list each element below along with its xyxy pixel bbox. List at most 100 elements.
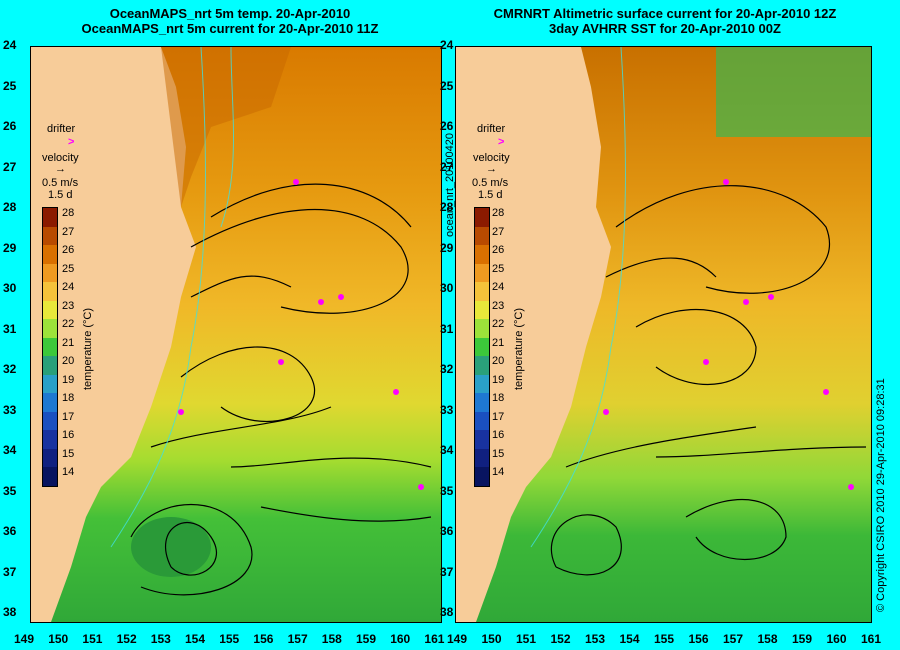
y-tick-label-right-panel: 24	[440, 38, 454, 52]
left-colorbar-swatch	[43, 245, 57, 264]
y-tick-label-right-panel: 25	[440, 78, 454, 93]
right-colorbar-swatch	[475, 319, 489, 338]
y-tick-label-right-panel: 26	[440, 119, 454, 133]
left-colorbar-swatch	[43, 263, 57, 283]
left-colorbar-swatch	[43, 208, 57, 227]
left-map	[30, 46, 442, 623]
right-colorbar-swatch	[475, 374, 489, 394]
left-colorbar-tick: 25	[62, 262, 75, 275]
y-tick-label-right-panel: 32	[440, 362, 454, 376]
left-velocity-arrow-icon: →	[55, 163, 66, 175]
left-colorbar-swatch	[43, 337, 57, 357]
right-land	[456, 47, 611, 622]
y-tick-label-left: 33	[3, 402, 17, 417]
right-colorbar-swatch	[475, 282, 489, 301]
y-tick-label-right-panel: 27	[440, 159, 454, 174]
x-tick-label-right: 152	[550, 632, 571, 646]
right-colorbar-tick: 25	[492, 262, 505, 275]
y-tick-label-right-panel: 33	[440, 402, 454, 417]
right-title-line2: 3day AVHRR SST for 20-Apr-2010 00Z	[549, 21, 781, 36]
left-colorbar-swatch	[43, 393, 57, 412]
left-colorbar-tick: 24	[62, 281, 75, 294]
left-velocity-scale: 0.5 m/s	[42, 177, 79, 189]
left-colorbar-swatch	[43, 226, 57, 246]
x-tick-label-left: 154	[185, 632, 206, 646]
left-colorbar-swatch	[43, 282, 57, 301]
left-colorbar	[42, 207, 58, 487]
right-colorbar-tick: 27	[492, 225, 505, 238]
x-tick-label-left: 151	[82, 632, 103, 646]
left-colorbar-title: temperature (°C)	[82, 307, 94, 390]
right-colorbar-swatch	[475, 393, 489, 412]
y-tick-label-left: 31	[3, 321, 17, 336]
y-tick-label-left: 38	[3, 605, 17, 619]
right-streamlines	[550, 185, 867, 576]
y-tick-label-right-panel: 37	[440, 564, 454, 579]
left-drifter-arrow-icon: >	[68, 136, 75, 148]
x-tick-label-left: 161	[424, 632, 445, 646]
x-tick-label-right: 157	[723, 632, 744, 646]
y-tick-label-left: 27	[3, 159, 17, 174]
y-tick-label-left: 34	[3, 443, 17, 457]
left-colorbar-swatch	[43, 411, 57, 431]
right-colorbar-swatch	[475, 448, 489, 468]
right-title: CMRNRT Altimetric surface current for 20…	[455, 6, 875, 36]
left-colorbar-swatch	[43, 374, 57, 394]
y-tick-label-left: 25	[3, 78, 17, 93]
left-colorbar-tick: 21	[62, 336, 75, 349]
x-tick-label-left: 149	[14, 632, 35, 646]
right-colorbar-title: temperature (°C)	[513, 307, 525, 390]
left-drifters	[178, 179, 424, 490]
x-tick-label-right: 150	[481, 632, 502, 646]
right-velocity-arrow-icon: →	[486, 163, 497, 175]
y-tick-label-right-panel: 31	[440, 321, 454, 336]
left-colorbar-swatch	[43, 300, 57, 320]
x-tick-label-right: 158	[757, 632, 778, 646]
x-tick-label-right: 155	[654, 632, 675, 646]
x-tick-label-right: 149	[447, 632, 468, 646]
x-tick-label-right: 160	[826, 632, 847, 646]
right-colorbar	[474, 207, 490, 487]
right-drifter-arrow-icon: >	[498, 136, 505, 148]
left-colorbar-tick: 14	[62, 466, 75, 479]
copyright-label: © Copyright CSIRO 2010 29-Apr-2010 09:28…	[875, 378, 887, 612]
right-colorbar-tick: 16	[492, 429, 505, 442]
y-tick-label-right-panel: 35	[440, 483, 454, 498]
x-tick-label-left: 156	[253, 632, 274, 646]
right-colorbar-swatch	[475, 263, 489, 283]
left-streamlines	[130, 183, 432, 596]
right-colorbar-tick: 18	[492, 392, 505, 405]
left-colorbar-tick: 23	[62, 299, 75, 312]
x-tick-label-right: 161	[861, 632, 882, 646]
y-tick-label-left: 36	[3, 524, 17, 538]
left-land	[31, 47, 196, 622]
right-colorbar-tick: 22	[492, 318, 505, 331]
left-title: OceanMAPS_nrt 5m temp. 20-Apr-2010 Ocean…	[30, 6, 430, 36]
x-tick-label-left: 160	[390, 632, 411, 646]
x-tick-label-left: 157	[287, 632, 308, 646]
right-colorbar-tick: 23	[492, 299, 505, 312]
x-tick-label-right: 159	[792, 632, 813, 646]
left-title-line2: OceanMAPS_nrt 5m current for 20-Apr-2010…	[81, 21, 379, 36]
run-id-label: ocean_nrt_20100420	[444, 133, 456, 237]
x-tick-label-left: 155	[219, 632, 240, 646]
x-tick-label-right: 156	[688, 632, 709, 646]
left-map-svg	[31, 47, 441, 622]
left-colorbar-swatch	[43, 430, 57, 449]
y-tick-label-left: 26	[3, 119, 17, 133]
right-colorbar-swatch	[475, 356, 489, 375]
right-map-svg	[456, 47, 871, 622]
right-colorbar-swatch	[475, 245, 489, 264]
right-title-line1: CMRNRT Altimetric surface current for 20…	[493, 6, 837, 21]
left-colorbar-tick: 20	[62, 355, 75, 368]
x-tick-label-left: 150	[48, 632, 69, 646]
left-colorbar-tick: 16	[62, 429, 75, 442]
left-colorbar-tick: 15	[62, 447, 75, 460]
x-tick-label-right: 151	[516, 632, 537, 646]
right-colorbar-tick: 26	[492, 244, 505, 257]
y-tick-label-right-panel: 28	[440, 200, 454, 214]
x-tick-label-right: 153	[585, 632, 606, 646]
y-tick-label-left: 24	[3, 38, 17, 52]
right-colorbar-swatch	[475, 208, 489, 227]
y-tick-label-left: 29	[3, 240, 17, 255]
